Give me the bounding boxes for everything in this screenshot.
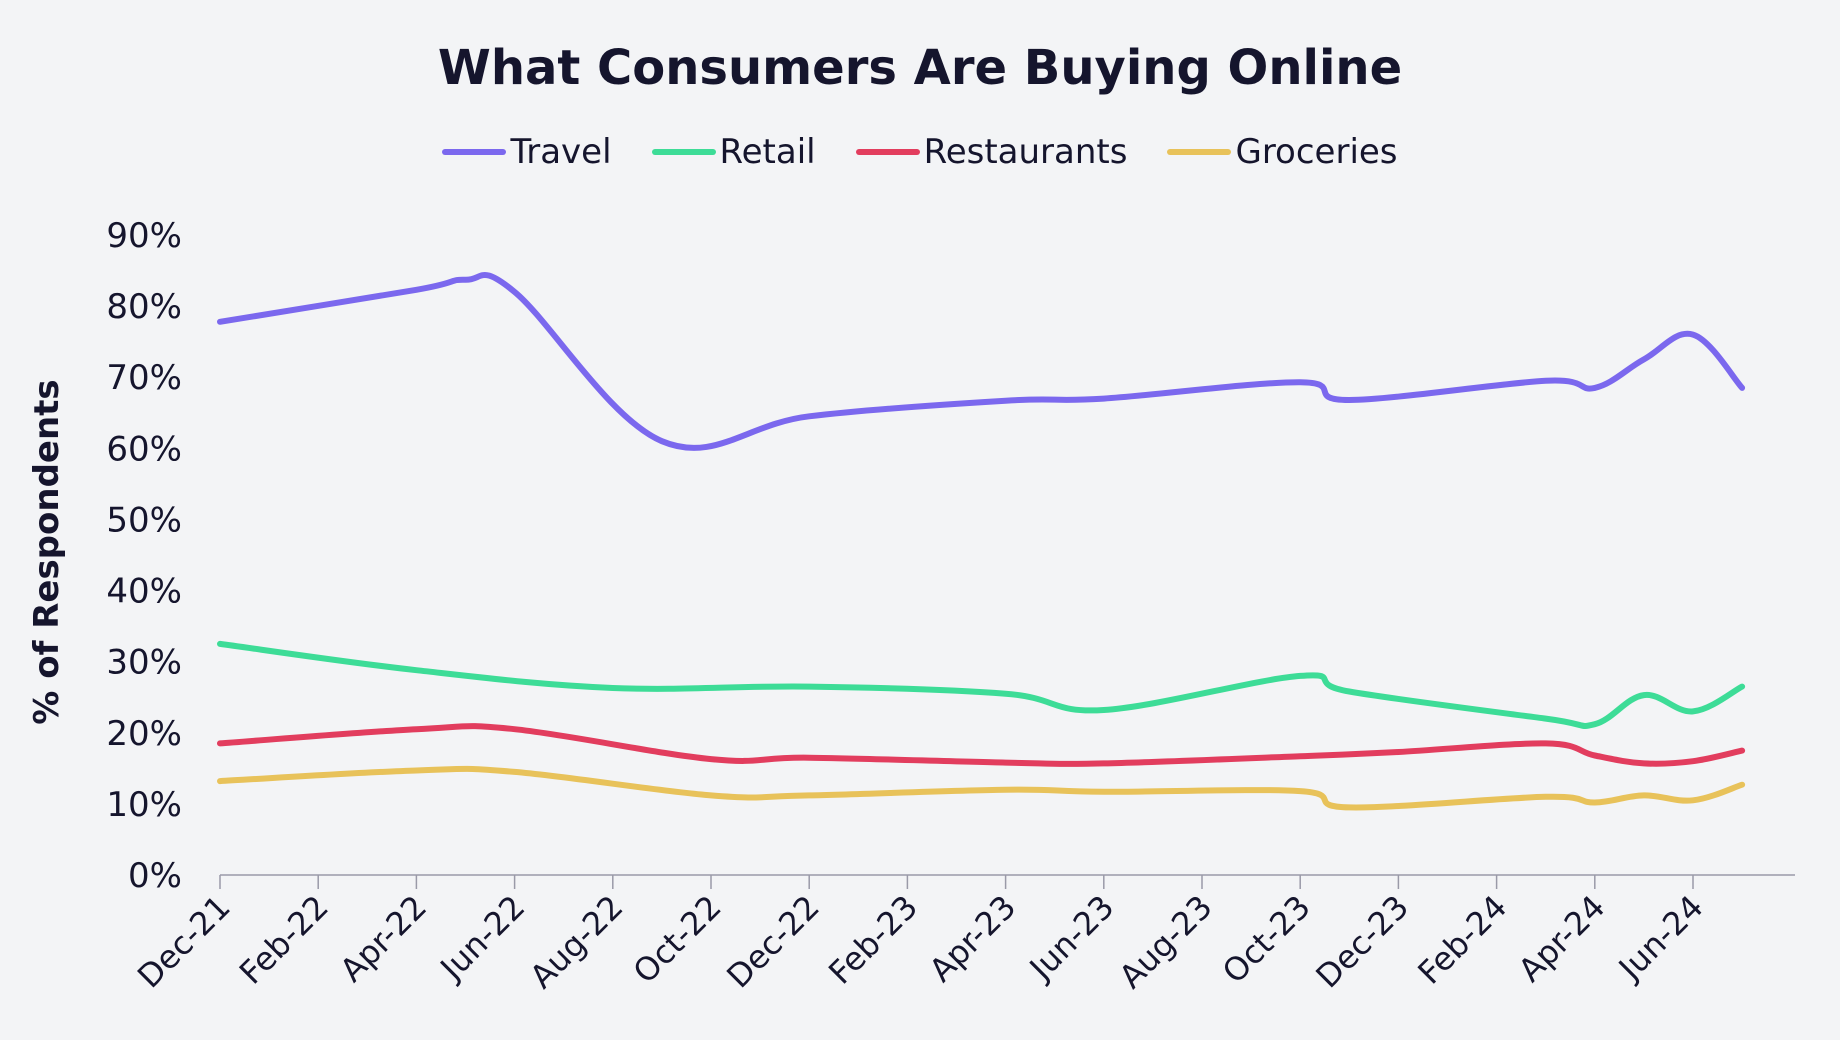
legend-label-groceries: Groceries [1235, 132, 1398, 172]
x-tick-label: Aug-23 [1112, 888, 1220, 996]
x-tick-label: Apr-22 [333, 888, 435, 990]
x-tick-label: Apr-24 [1511, 888, 1613, 990]
legend-item-restaurants: Restaurants [855, 132, 1128, 172]
y-tick-label: 20% [106, 714, 182, 754]
x-tick-label: Jun-24 [1610, 888, 1711, 989]
y-tick-label: 0% [128, 856, 182, 896]
x-tick-label: Feb-22 [232, 888, 336, 992]
x-tick-label: Jun-23 [1021, 888, 1122, 989]
legend-item-groceries: Groceries [1167, 132, 1398, 172]
y-tick-label: 30% [106, 643, 182, 683]
x-tick-label: Apr-23 [922, 888, 1024, 990]
legend-swatch-travel [442, 149, 507, 155]
legend-label-retail: Retail [719, 132, 816, 172]
x-tick-label: Oct-23 [1215, 888, 1318, 991]
y-tick-label: 80% [106, 287, 182, 327]
y-tick-label: 70% [106, 358, 182, 398]
legend-item-travel: Travel [442, 132, 612, 172]
legend-label-restaurants: Restaurants [923, 132, 1128, 172]
legend-item-retail: Retail [651, 132, 816, 172]
x-tick-label: Aug-22 [522, 888, 630, 996]
legend: Travel Retail Restaurants Groceries [0, 132, 1840, 172]
y-tick-label: 60% [106, 429, 182, 469]
y-tick-label: 40% [106, 572, 182, 612]
x-tick-label: Dec-22 [719, 888, 827, 996]
legend-swatch-restaurants [855, 149, 920, 155]
x-tick-label: Feb-23 [821, 888, 925, 992]
series-line-groceries [217, 765, 1746, 811]
x-tick-label: Feb-24 [1410, 888, 1514, 992]
series-line-restaurants [217, 723, 1746, 767]
series-line-travel [217, 272, 1746, 451]
chart-title: What Consumers Are Buying Online [437, 40, 1403, 96]
x-tick-label: Jun-22 [432, 888, 533, 989]
x-tick-label: Dec-23 [1308, 888, 1416, 996]
legend-swatch-groceries [1167, 149, 1232, 155]
series-line-retail [217, 640, 1746, 729]
legend-swatch-retail [651, 149, 716, 155]
y-tick-label: 10% [106, 785, 182, 825]
legend-label-travel: Travel [510, 132, 612, 172]
y-tick-label: 90% [106, 216, 182, 256]
y-axis-label: % of Respondents [27, 379, 67, 724]
x-tick-label: Oct-22 [626, 888, 729, 991]
y-tick-label: 50% [106, 500, 182, 540]
x-tick-label: Dec-21 [130, 888, 238, 996]
